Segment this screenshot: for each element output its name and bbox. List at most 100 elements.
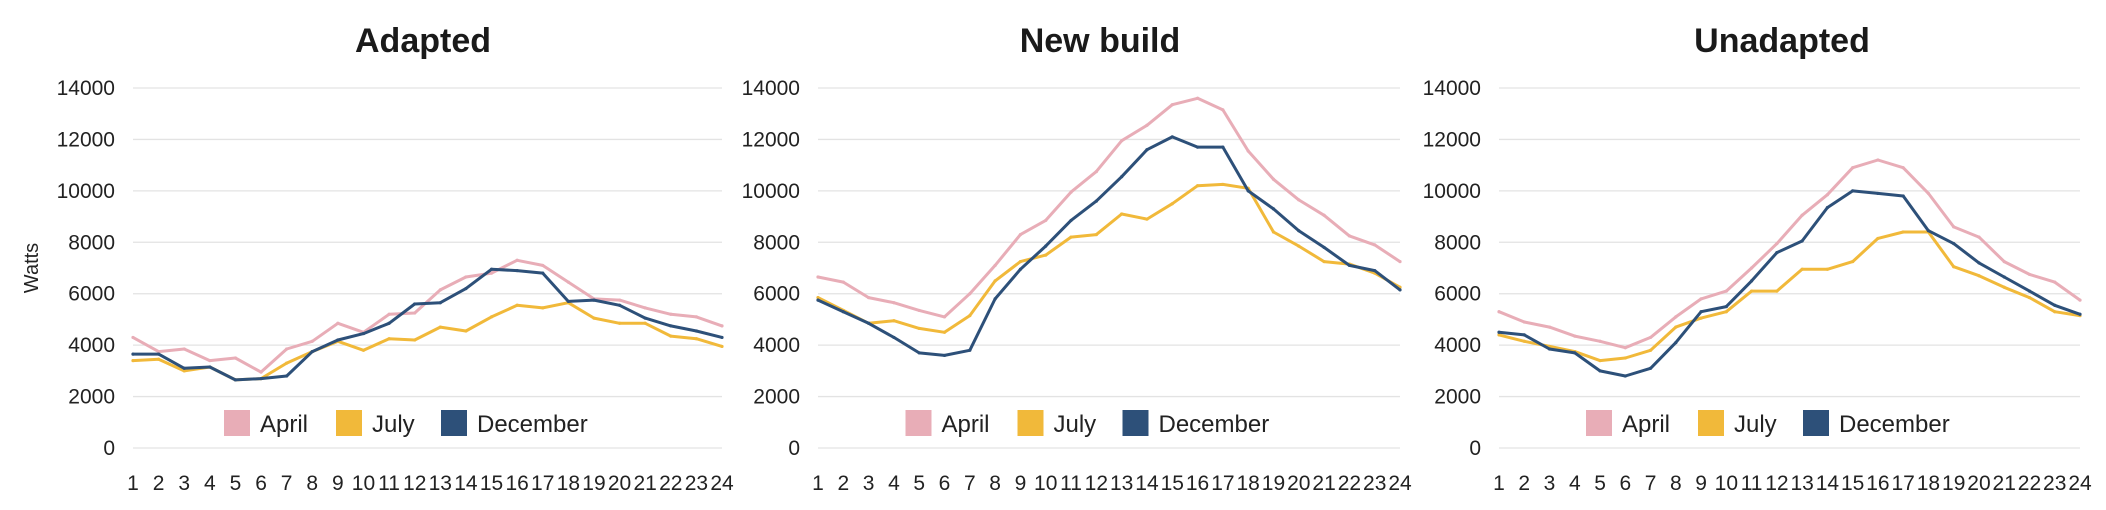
y-tick-label: 0 [788, 437, 800, 460]
data-point-july [1977, 274, 1981, 278]
data-point-july [1623, 356, 1627, 360]
x-tick-label: 2 [1518, 472, 1530, 495]
data-point-april [1018, 232, 1023, 237]
data-point-april [413, 311, 417, 315]
x-tick-label: 4 [204, 472, 216, 495]
x-tick-label: 24 [1388, 472, 1412, 495]
x-tick-label: 9 [1015, 472, 1027, 495]
data-point-april [1623, 346, 1627, 350]
data-point-april [182, 347, 186, 351]
data-point-july [489, 315, 494, 319]
x-tick-label: 20 [1967, 472, 1990, 495]
data-point-december [816, 298, 820, 302]
data-point-april [515, 258, 519, 262]
data-point-april [1926, 191, 1931, 196]
data-point-july [1825, 267, 1829, 271]
x-tick-label: 21 [1312, 472, 1335, 495]
data-point-april [336, 321, 340, 325]
data-point-december [617, 303, 622, 307]
x-tick-label: 22 [2018, 472, 2041, 495]
x-tick-label: 8 [989, 472, 1001, 495]
data-point-december [720, 335, 724, 340]
legend-swatch-april [224, 410, 250, 436]
legend-swatch-december [1803, 410, 1829, 436]
y-tick-label: 4000 [1434, 334, 1481, 357]
data-point-april [131, 335, 135, 340]
legend-swatch-july [1698, 410, 1724, 436]
x-tick-label: 2 [837, 472, 849, 495]
data-point-april [1851, 166, 1855, 170]
data-point-december [917, 351, 921, 355]
data-point-december [1851, 189, 1855, 193]
x-tick-label: 12 [1765, 472, 1788, 495]
data-point-july [182, 369, 186, 373]
legend-swatch-april [905, 410, 932, 436]
y-tick-label: 8000 [68, 231, 115, 254]
x-tick-label: 16 [1186, 472, 1209, 495]
data-point-july [2053, 310, 2057, 314]
x-tick-label: 24 [710, 472, 734, 495]
x-tick-label: 18 [1236, 472, 1259, 495]
data-point-december [1825, 205, 1829, 210]
series-line-july [816, 182, 1402, 334]
x-tick-label: 1 [1493, 472, 1505, 495]
data-point-december [1648, 366, 1653, 370]
data-point-july [1018, 259, 1023, 264]
legend-label: April [942, 411, 990, 438]
data-point-december [1145, 148, 1149, 152]
data-point-april [867, 295, 871, 300]
x-tick-label: 1 [127, 472, 139, 495]
data-point-december [1221, 145, 1225, 149]
data-point-december [2053, 303, 2057, 307]
data-point-july [361, 348, 366, 352]
data-point-april [1952, 225, 1956, 229]
x-tick-label: 10 [1715, 472, 1738, 495]
data-point-december [541, 271, 545, 275]
data-point-july [515, 303, 519, 307]
data-point-december [1018, 267, 1023, 271]
y-tick-label: 2000 [753, 386, 800, 409]
data-point-december [182, 366, 186, 370]
x-tick-label: 3 [863, 472, 875, 495]
data-point-july [285, 361, 289, 365]
legend-swatch-december [1122, 410, 1149, 436]
data-point-april [942, 315, 947, 319]
legend-swatch-april [1586, 410, 1612, 436]
data-point-april [1674, 315, 1678, 319]
data-point-december [841, 310, 845, 314]
data-point-december [1297, 229, 1301, 233]
data-point-april [2027, 272, 2032, 277]
data-point-july [1598, 358, 1602, 363]
data-point-december [1398, 288, 1402, 292]
legend-label: July [372, 411, 415, 438]
x-tick-label: 17 [1211, 472, 1234, 495]
data-point-july [1069, 235, 1073, 239]
data-point-december [1977, 261, 1981, 265]
data-point-april [1297, 198, 1301, 202]
x-tick-label: 24 [2068, 472, 2092, 495]
data-point-july [1297, 244, 1301, 248]
x-tick-label: 14 [1135, 472, 1159, 495]
legend-label: December [477, 411, 588, 438]
data-point-april [720, 324, 724, 328]
data-point-december [1347, 263, 1351, 268]
data-point-december [968, 348, 972, 352]
series-line-december [816, 135, 1402, 357]
x-tick-label: 17 [1891, 472, 1914, 495]
x-tick-label: 21 [633, 472, 656, 495]
legend-label: December [1159, 411, 1270, 438]
data-point-april [1522, 320, 1526, 324]
x-tick-label: 22 [659, 472, 682, 495]
y-tick-label: 2000 [68, 386, 115, 409]
data-point-april [917, 308, 921, 313]
data-point-december [413, 302, 417, 306]
data-point-april [2053, 280, 2057, 284]
data-point-december [1750, 279, 1754, 283]
y-tick-label: 6000 [1434, 283, 1481, 306]
x-tick-label: 8 [306, 472, 318, 495]
y-tick-label: 8000 [1434, 231, 1481, 254]
data-point-april [1977, 235, 1981, 239]
data-point-april [1775, 241, 1779, 246]
data-point-december [310, 349, 314, 354]
data-point-april [1699, 297, 1703, 301]
